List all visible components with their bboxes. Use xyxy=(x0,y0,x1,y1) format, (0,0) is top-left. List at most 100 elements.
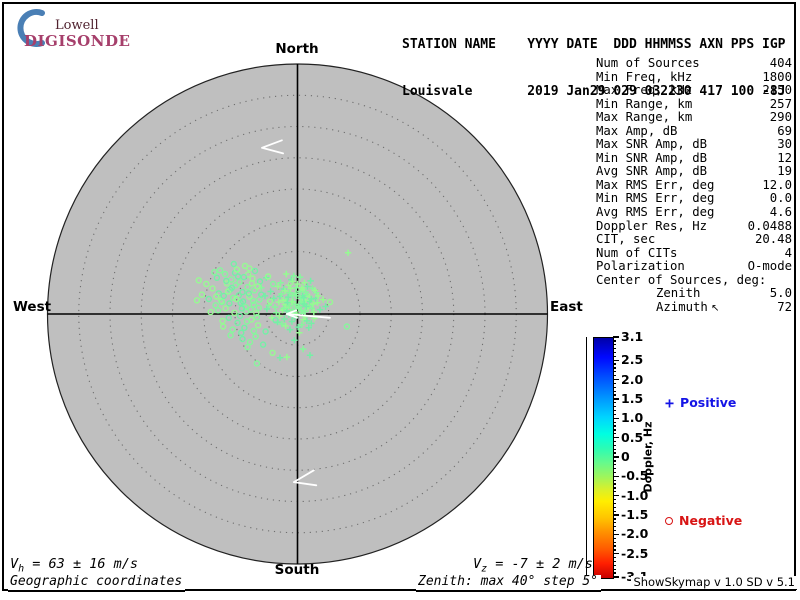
colorbar-minor-tick xyxy=(613,406,616,408)
colorbar-minor-tick xyxy=(613,526,616,528)
source-point-positive xyxy=(290,272,297,280)
stat-row: Num of Sources 404 xyxy=(596,56,792,70)
source-point-positive xyxy=(306,352,314,359)
source-point-negative xyxy=(216,267,224,274)
station-header: STATION NAME YYYY DATE DDD HHMMSS AXN PP… xyxy=(402,6,786,130)
source-point-positive xyxy=(305,324,312,331)
stat-row: Avg SNR Amp, dB 19 xyxy=(596,164,792,179)
colorbar-major-tick xyxy=(613,378,619,381)
source-point-positive xyxy=(281,315,288,323)
stat-row: Max SNR Amp, dB 30 xyxy=(596,137,792,152)
source-point-positive xyxy=(275,298,282,306)
source-point-negative xyxy=(229,294,237,301)
stat-row: CIT, sec 20.48 xyxy=(596,232,792,247)
source-point-negative xyxy=(205,295,213,303)
source-point-negative xyxy=(262,328,269,335)
source-point-negative xyxy=(343,323,351,330)
source-point-positive xyxy=(298,284,306,291)
stat-row: Min Freq, kHz 1800 xyxy=(596,69,792,84)
source-point-positive xyxy=(284,293,292,301)
source-point-negative xyxy=(253,313,261,321)
stat-row: Doppler Res, Hz 0.0488 xyxy=(596,218,792,233)
source-point-positive xyxy=(314,299,321,306)
colorbar-major-tick xyxy=(613,495,619,497)
colorbar-minor-tick xyxy=(613,344,616,346)
source-point-negative xyxy=(228,284,236,291)
source-point-negative xyxy=(241,324,248,331)
stat-row: Max Freq, kHz 2150 xyxy=(596,83,792,98)
stat-row: Num of CITs 4 xyxy=(596,245,792,260)
colorbar-tick-label: 0 xyxy=(621,449,630,464)
compass-south-label: South xyxy=(274,562,320,578)
source-point-negative xyxy=(223,277,230,285)
colorbar-minor-tick xyxy=(613,375,616,377)
colorbar-minor-tick xyxy=(613,502,616,505)
source-point-negative xyxy=(246,338,254,346)
colorbar-minor-tick xyxy=(613,382,616,385)
stat-row: Avg RMS Err, deg 4.6 xyxy=(596,205,792,220)
source-point-negative xyxy=(207,308,214,316)
source-point-positive xyxy=(307,277,314,285)
source-point-negative xyxy=(326,298,334,306)
colorbar-minor-tick xyxy=(613,413,616,416)
source-point-negative xyxy=(254,322,262,329)
source-point-positive xyxy=(287,285,294,292)
source-point-positive xyxy=(316,306,324,313)
logo-crescent-icon xyxy=(17,9,45,47)
source-point-positive xyxy=(267,288,274,295)
source-point-negative xyxy=(219,323,227,330)
station-header-columns: STATION NAME YYYY DATE DDD HHMMSS AXN PP… xyxy=(402,37,786,52)
source-point-negative xyxy=(193,297,201,304)
source-point-negative xyxy=(239,298,247,305)
colorbar-tick-label: 1.5 xyxy=(621,390,644,406)
stat-row: Max RMS Err, deg 12.0 xyxy=(596,177,792,192)
source-point-positive xyxy=(279,297,287,304)
source-point-negative xyxy=(244,283,251,291)
colorbar-minor-tick xyxy=(613,448,616,450)
source-point-positive xyxy=(308,305,316,312)
source-point-positive xyxy=(310,308,317,316)
colorbar-minor-tick xyxy=(613,572,616,574)
source-point-negative xyxy=(249,297,257,305)
source-point-negative xyxy=(243,318,251,325)
colorbar-major-tick xyxy=(613,475,619,478)
colorbar-major-tick xyxy=(613,436,619,439)
source-point-positive xyxy=(276,312,283,320)
colorbar-minor-tick xyxy=(613,498,616,501)
source-point-negative xyxy=(198,291,206,298)
skymap-plot xyxy=(46,63,549,565)
source-point-negative xyxy=(254,283,261,290)
source-point-positive xyxy=(270,295,277,302)
colorbar-minor-tick xyxy=(613,541,616,543)
colorbar-minor-tick xyxy=(613,479,616,481)
measurement-stats-panel: Num of Sources 404 Min Freq, kHz 1800 Max Fr… xyxy=(596,56,792,314)
source-point-negative xyxy=(209,285,216,292)
source-point-negative xyxy=(225,314,233,321)
colorbar-major-tick xyxy=(613,398,619,400)
source-point-negative xyxy=(240,273,248,281)
colorbar-minor-tick xyxy=(613,537,616,539)
source-point-positive xyxy=(263,305,271,313)
drift-arrow xyxy=(260,139,285,155)
stat-row: Polarization O-mode xyxy=(596,259,792,274)
colorbar-minor-tick xyxy=(613,390,616,392)
colorbar-tick-label: 1.0 xyxy=(621,410,644,426)
source-point-positive xyxy=(283,353,291,361)
colorbar-minor-tick xyxy=(613,522,616,524)
colorbar-tick-label: -0.5 xyxy=(621,468,649,484)
colorbar-minor-tick xyxy=(613,506,616,508)
lowell-digisonde-logo: Lowell DIGISONDE xyxy=(8,5,130,50)
colorbar-tick-label: -2.0 xyxy=(621,526,649,542)
source-point-positive xyxy=(274,283,282,290)
source-point-negative xyxy=(203,280,210,288)
source-point-negative xyxy=(266,298,274,305)
source-point-negative xyxy=(212,302,219,309)
colorbar-minor-tick xyxy=(613,491,616,493)
software-version-label: ShowSkymap v 1.0 SD v 5.1 xyxy=(631,575,797,590)
source-point-negative xyxy=(248,280,256,287)
colorbar-tick-label: -1.5 xyxy=(621,507,649,523)
source-point-positive xyxy=(293,284,300,291)
source-point-positive xyxy=(294,323,302,331)
source-point-positive xyxy=(308,320,315,327)
